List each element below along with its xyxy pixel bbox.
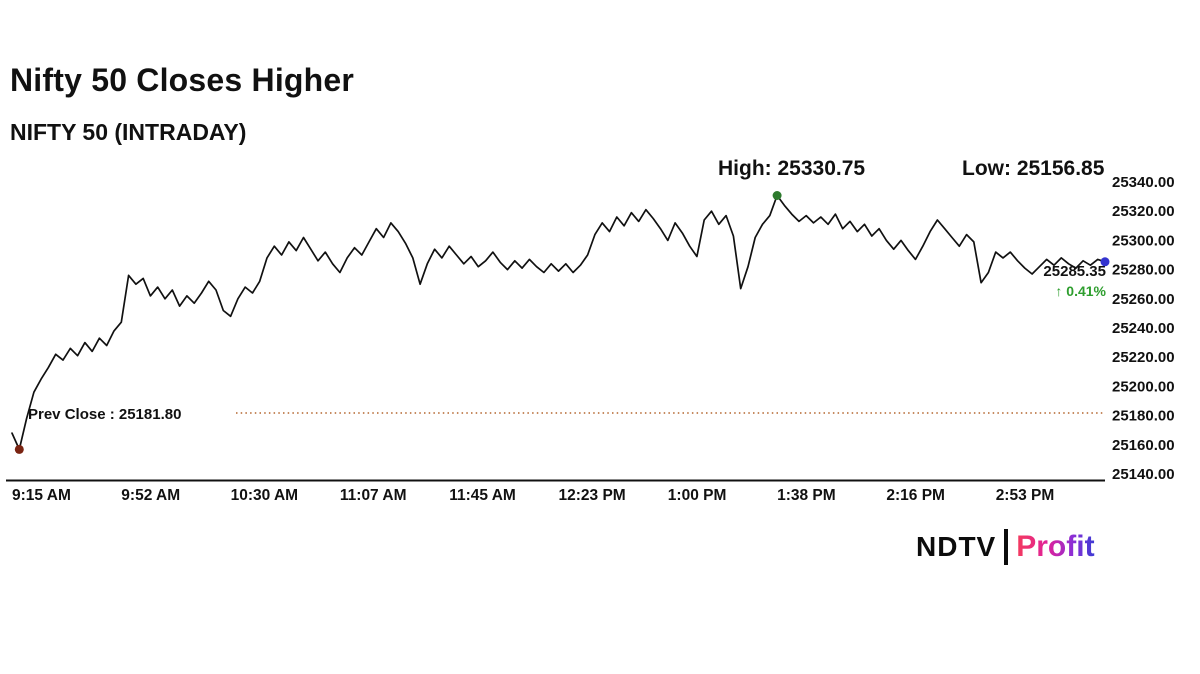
session-high-dot (772, 191, 782, 200)
y-axis-label: 25200.00 (1112, 378, 1175, 395)
y-axis-label: 25320.00 (1112, 203, 1175, 220)
low-annotation: Low: 25156.85 (962, 157, 1105, 180)
x-axis-label: 11:07 AM (340, 487, 407, 504)
x-axis-label: 1:38 PM (777, 487, 836, 504)
y-axis-label: 25180.00 (1112, 408, 1175, 425)
y-axis-label: 25300.00 (1112, 232, 1175, 249)
x-axis-label: 1:00 PM (668, 487, 727, 504)
high-annotation: High: 25330.75 (718, 157, 866, 180)
y-axis-label: 25340.00 (1112, 174, 1175, 191)
y-axis-label: 25220.00 (1112, 349, 1175, 366)
last-price-annotation: 25285.35 (1043, 263, 1106, 280)
x-axis-label: 9:52 AM (121, 487, 180, 504)
x-axis-label: 10:30 AM (231, 487, 298, 504)
y-axis-label: 25280.00 (1112, 262, 1175, 279)
y-axis-label: 25160.00 (1112, 437, 1175, 454)
chart-subtitle: NIFTY 50 (INTRADAY) (10, 119, 247, 145)
session-low-dot (14, 444, 24, 454)
last-price-dot (1100, 257, 1110, 267)
x-axis-label: 9:15 AM (12, 487, 71, 504)
x-axis-label: 2:53 PM (996, 487, 1055, 504)
profit-wordmark: Profit (1016, 530, 1095, 563)
last-change-annotation: ↑ 0.41% (1055, 283, 1106, 299)
logo-separator-bar (1004, 529, 1009, 565)
y-axis-label: 25260.00 (1112, 291, 1175, 308)
x-axis-label: 2:16 PM (886, 487, 945, 504)
ndtv-wordmark: NDTV (916, 531, 997, 562)
x-axis-label: 12:23 PM (559, 487, 626, 504)
y-axis-label: 25140.00 (1112, 466, 1175, 483)
price-line (11, 194, 1106, 451)
prev-close-annotation: Prev Close : 25181.80 (28, 406, 182, 423)
ndtv-profit-logo: NDTV Profit (916, 529, 1095, 565)
y-axis-label: 25240.00 (1112, 320, 1175, 337)
page-title: Nifty 50 Closes Higher (10, 62, 355, 98)
x-axis-label: 11:45 AM (449, 487, 516, 504)
